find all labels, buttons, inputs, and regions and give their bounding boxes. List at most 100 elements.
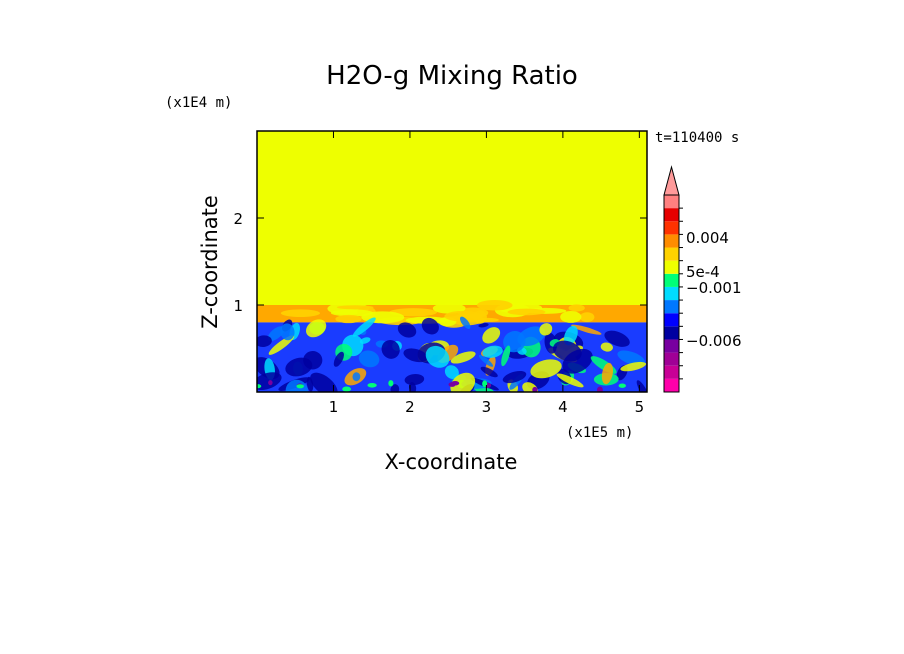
transition-blob bbox=[335, 314, 362, 324]
surface-blob bbox=[450, 380, 460, 386]
colorbar-segment bbox=[664, 326, 679, 340]
colorbar-label-3: −0.006 bbox=[686, 332, 742, 350]
plot-frame bbox=[256, 130, 648, 393]
transition-blob bbox=[432, 302, 466, 314]
lower-blob bbox=[539, 323, 553, 336]
surface-blob bbox=[257, 384, 262, 389]
lower-blob bbox=[310, 372, 338, 392]
lower-blob bbox=[397, 322, 417, 338]
lower-blob bbox=[600, 342, 613, 352]
transition-blob bbox=[560, 310, 582, 323]
lower-blob bbox=[482, 327, 501, 344]
colorbar-segment bbox=[664, 234, 679, 248]
chart-title: H2O-g Mixing Ratio bbox=[326, 61, 578, 91]
colorbar-label-1: 5e-4 bbox=[686, 263, 720, 281]
x-tick-label: 2 bbox=[405, 398, 415, 416]
z-scale-label: (x1E4 m) bbox=[165, 95, 232, 111]
x-tick-label: 3 bbox=[482, 398, 492, 416]
lower-blob bbox=[280, 323, 295, 341]
lower-blob bbox=[285, 357, 313, 377]
lower-blob bbox=[478, 354, 494, 367]
lower-blob bbox=[604, 330, 630, 347]
lower-blob bbox=[305, 319, 327, 338]
colorbar-segment bbox=[664, 365, 679, 379]
lower-blob bbox=[482, 345, 503, 358]
colorbar-segment bbox=[664, 300, 679, 314]
colorbar-segment bbox=[664, 286, 679, 301]
lower-blob bbox=[267, 326, 285, 342]
colorbar bbox=[663, 165, 683, 393]
surface-blob bbox=[342, 386, 352, 392]
surface-blob bbox=[596, 386, 603, 392]
transition-blob bbox=[507, 308, 546, 316]
lower-blob bbox=[530, 359, 562, 379]
x-tick-label: 5 bbox=[635, 398, 645, 416]
lower-blob bbox=[571, 324, 602, 335]
y-axis-label: Z-coordinate bbox=[198, 195, 222, 329]
lower-blob bbox=[620, 361, 647, 372]
lower-blob bbox=[617, 350, 645, 366]
lower-blob bbox=[358, 350, 380, 368]
colorbar-frame bbox=[663, 194, 680, 393]
colorbar-extend-arrow bbox=[663, 165, 680, 196]
colorbar-label-0: 0.004 bbox=[686, 229, 729, 247]
lower-blob bbox=[421, 317, 439, 335]
y-tick-label: 2 bbox=[233, 210, 243, 228]
lower-blob bbox=[425, 345, 450, 368]
lower-blob bbox=[522, 382, 538, 392]
lower-blob bbox=[636, 380, 647, 392]
x-tick-label: 1 bbox=[329, 398, 339, 416]
lower-blob bbox=[404, 373, 425, 386]
y-axis: 12 bbox=[233, 210, 647, 315]
x-axis-label: X-coordinate bbox=[385, 450, 518, 474]
colorbar-segment bbox=[664, 221, 679, 235]
colorbar-segment bbox=[664, 313, 679, 327]
lower-blob bbox=[444, 365, 459, 379]
transition-blob bbox=[444, 310, 482, 322]
lower-blob bbox=[459, 316, 471, 329]
colorbar-segment bbox=[664, 208, 679, 222]
x-tick-label: 4 bbox=[558, 398, 568, 416]
colorbar-segment bbox=[664, 195, 679, 209]
lower-blob bbox=[352, 317, 376, 337]
y-tick-label: 1 bbox=[233, 297, 243, 315]
lower-blob bbox=[552, 340, 582, 362]
lower-blob bbox=[478, 323, 489, 328]
lower-blob bbox=[450, 351, 476, 364]
transition-blob bbox=[476, 317, 499, 322]
surface-blob bbox=[296, 384, 304, 389]
lower-blob bbox=[352, 372, 361, 382]
region-upper bbox=[257, 131, 647, 305]
transition-blob bbox=[579, 312, 595, 323]
surface-blob bbox=[532, 386, 538, 392]
surface-blob bbox=[367, 382, 377, 388]
lower-blob bbox=[257, 335, 272, 348]
lower-blob bbox=[501, 345, 511, 367]
lower-blob bbox=[601, 362, 614, 385]
transition-blob bbox=[330, 309, 373, 317]
colorbar-segment bbox=[664, 247, 679, 261]
lower-blob bbox=[556, 373, 584, 388]
colorbar-segment bbox=[664, 260, 679, 274]
colorbar-segment bbox=[664, 352, 679, 366]
mixing-texture bbox=[257, 300, 647, 392]
lower-blob bbox=[480, 366, 498, 378]
lower-blob bbox=[502, 370, 527, 384]
time-label: t=110400 s bbox=[655, 130, 739, 146]
lower-blob bbox=[563, 325, 578, 346]
lower-blob bbox=[333, 351, 344, 367]
surface-blob bbox=[618, 383, 626, 388]
plot-area bbox=[257, 131, 647, 392]
x-scale-label: (x1E5 m) bbox=[566, 425, 633, 441]
colorbar-segment bbox=[664, 339, 679, 353]
transition-blob bbox=[280, 309, 321, 318]
surface-blob bbox=[268, 380, 273, 386]
lower-blob bbox=[359, 337, 371, 344]
colorbar-segment bbox=[664, 273, 679, 287]
colorbar-labels: 0.004 5e-4 −0.001 −0.006 bbox=[686, 229, 742, 350]
lower-blob bbox=[381, 340, 400, 359]
colorbar-segment bbox=[664, 378, 679, 392]
colorbar-label-2: −0.001 bbox=[686, 279, 742, 297]
transition-blob bbox=[568, 304, 585, 312]
